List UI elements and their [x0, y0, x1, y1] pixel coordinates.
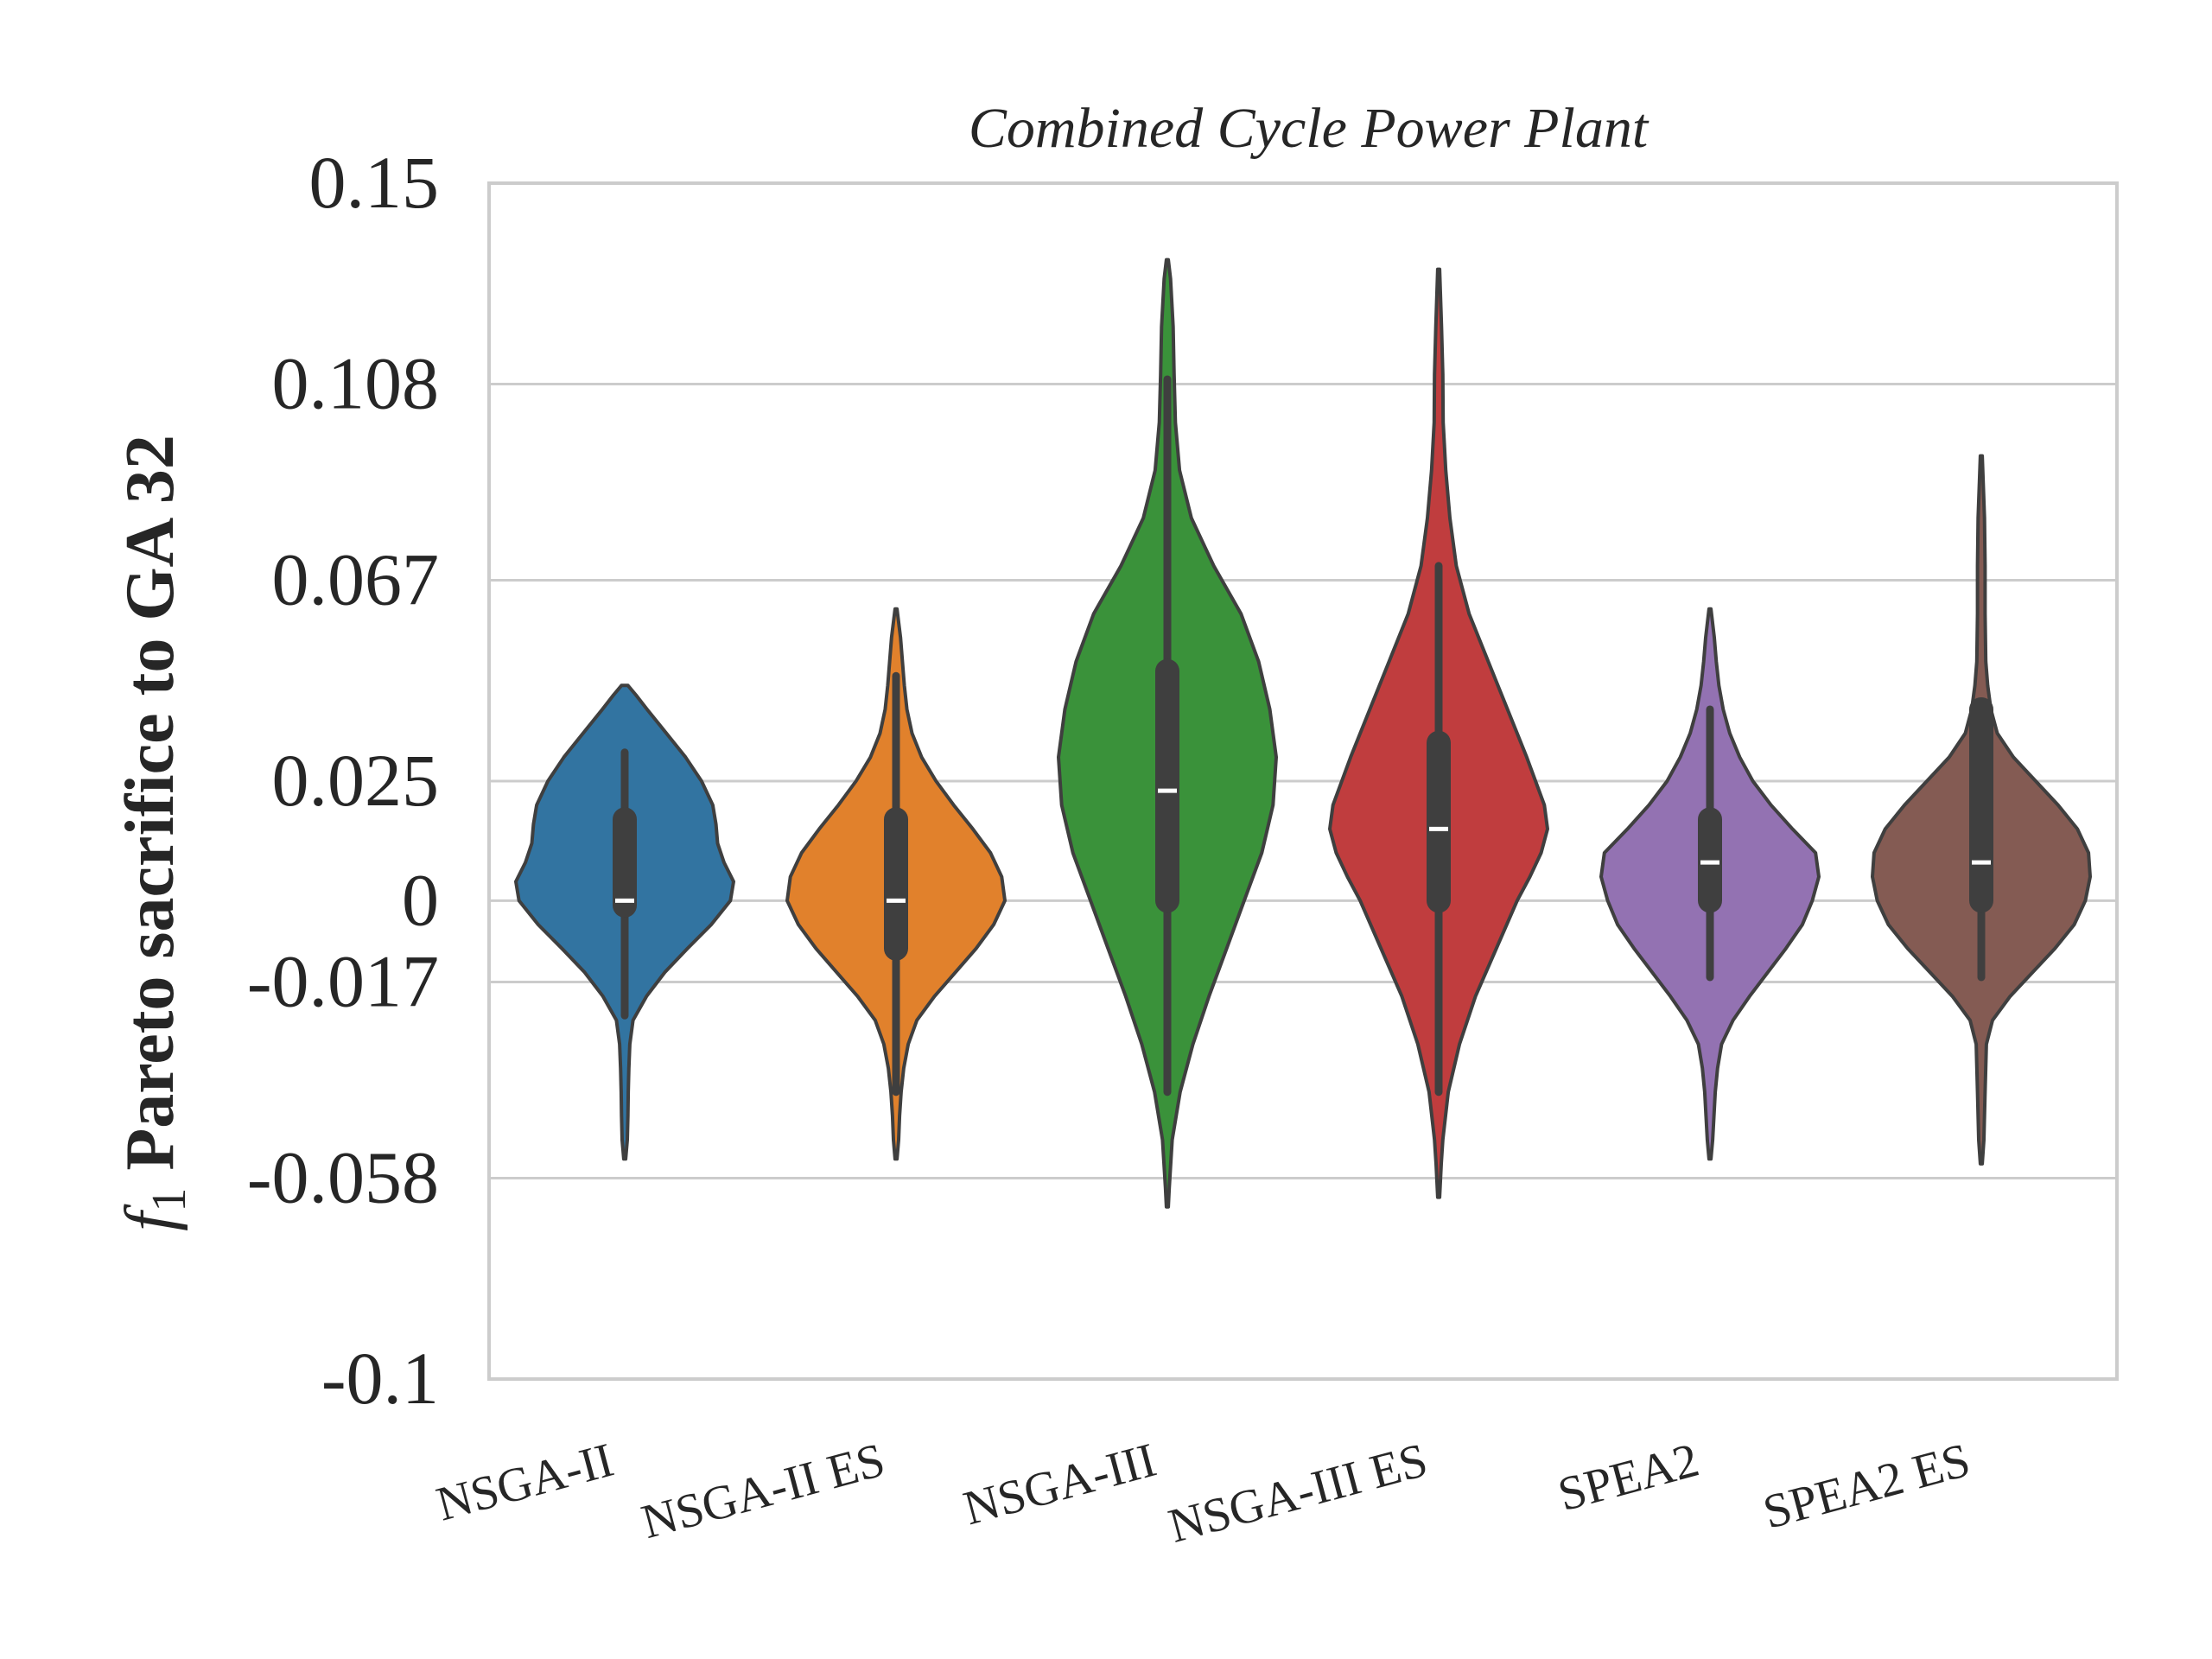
- y-tick-label: 0.025: [272, 739, 440, 822]
- y-axis-label-text: Pareto sacrifice to GA 32: [112, 435, 188, 1188]
- x-tick-label: NSGA-II: [431, 1433, 619, 1532]
- grid-lines: [489, 383, 2117, 1179]
- chart-title: Combined Cycle Power Plant: [969, 97, 1649, 160]
- violin-spea2-es: [1871, 454, 2092, 1166]
- y-axis-label: f1 Pareto sacrifice to GA 32: [112, 435, 196, 1231]
- y-tick-label: 0.067: [272, 537, 440, 620]
- violin-nsga-iii-es: [1328, 267, 1549, 1199]
- y-tick-label: 0: [402, 858, 439, 941]
- plot-frame: [487, 181, 2119, 1381]
- violin-nsga-iii: [1057, 257, 1278, 1209]
- x-tick-label: NSGA-II ES: [636, 1433, 890, 1549]
- x-tick-label: NSGA-III ES: [1163, 1433, 1433, 1554]
- y-axis-label-subscript: 1: [143, 1188, 196, 1212]
- y-tick-label: 0.15: [309, 141, 440, 224]
- y-tick-label: -0.017: [247, 940, 439, 1023]
- y-tick-label: 0.108: [272, 342, 440, 425]
- violin-nsga-ii-es: [785, 607, 1007, 1161]
- violin-nsga-ii: [514, 683, 735, 1161]
- y-tick-label: -0.1: [321, 1337, 439, 1420]
- y-tick-label: -0.058: [247, 1135, 439, 1218]
- violin-spea2: [1599, 607, 1821, 1161]
- x-tick-label: SPEA2 ES: [1758, 1433, 1975, 1540]
- x-tick-label: SPEA2: [1553, 1433, 1704, 1522]
- violins: [514, 257, 2092, 1209]
- x-tick-labels: NSGA-II NSGA-II ES NSGA-III NSGA-III ES SPEA…: [431, 1433, 1975, 1554]
- x-tick-label: NSGA-III: [958, 1433, 1161, 1536]
